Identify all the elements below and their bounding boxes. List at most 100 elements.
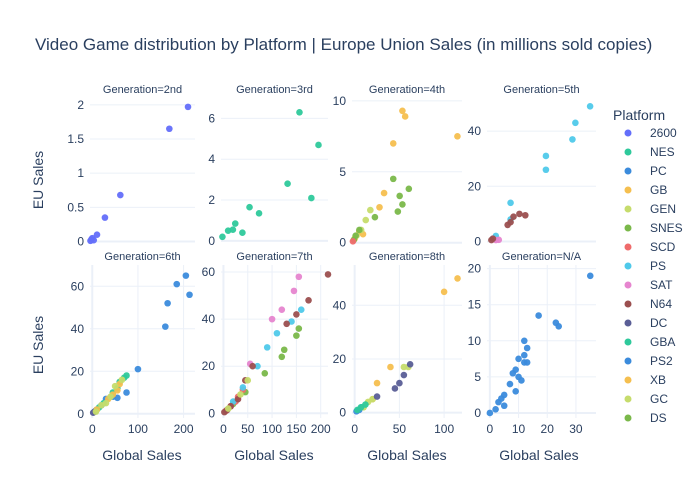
data-point xyxy=(186,291,193,299)
data-point xyxy=(500,391,508,399)
legend-item-gen[interactable]: GEN xyxy=(624,202,677,216)
legend-item-dc[interactable]: DC xyxy=(624,316,668,330)
data-point xyxy=(362,216,370,224)
legend-label: DS xyxy=(650,411,667,425)
legend-item-pc[interactable]: PC xyxy=(624,164,668,178)
y-tick-label: 0 xyxy=(208,406,215,420)
facet-generation-5th: Generation=5th 0 20 40 xyxy=(468,84,596,248)
legend-title: Platform xyxy=(613,107,665,123)
data-point xyxy=(569,136,576,143)
x-axis-titles: Global Sales Global Sales Global Sales G… xyxy=(102,447,578,463)
legend-label: GC xyxy=(650,392,668,406)
y-tick-label: 0 xyxy=(474,406,481,420)
legend-marker xyxy=(624,243,632,251)
legend-label: XB xyxy=(650,373,666,387)
data-point xyxy=(391,385,399,392)
data-point xyxy=(495,236,503,244)
series-snes xyxy=(350,175,413,244)
y-tick-label: 40 xyxy=(202,312,216,326)
data-point xyxy=(293,311,300,318)
data-point xyxy=(293,332,300,339)
y-tick-label: 0 xyxy=(474,234,481,248)
data-point xyxy=(254,362,261,370)
data-point xyxy=(305,297,312,304)
series-ps xyxy=(489,102,594,243)
data-point xyxy=(586,272,594,280)
legend-item-gb[interactable]: GB xyxy=(624,183,668,197)
legend-marker xyxy=(624,167,632,175)
legend-item-ds[interactable]: DS xyxy=(624,411,667,425)
data-point xyxy=(90,236,98,244)
legend-item-2600[interactable]: 2600 xyxy=(624,126,678,140)
legend-marker xyxy=(624,300,632,308)
data-point xyxy=(535,312,542,319)
facet-generation-n-a: Generation=N/A 0 5 10 15 20 0 10 20 30 xyxy=(468,251,596,436)
data-point xyxy=(162,323,169,330)
y-tick-label: 40 xyxy=(468,124,482,138)
legend-marker xyxy=(624,395,632,403)
data-point xyxy=(373,379,381,387)
data-point xyxy=(295,273,303,281)
x-tick-label: 50 xyxy=(393,422,407,436)
x-tick-label: 200 xyxy=(174,422,194,436)
data-point xyxy=(506,380,514,388)
data-point xyxy=(173,280,181,288)
data-point xyxy=(324,271,332,278)
x-axis-title-col1: Global Sales xyxy=(102,447,181,463)
data-point xyxy=(164,299,171,307)
chart-title: Video Game distribution by Platform | Eu… xyxy=(35,35,652,54)
data-point xyxy=(261,369,269,377)
data-point xyxy=(101,214,109,221)
legend-item-gba[interactable]: GBA xyxy=(624,335,676,349)
data-point xyxy=(284,180,291,188)
legend-label: PS2 xyxy=(650,354,673,368)
data-point xyxy=(507,218,514,226)
legend-label: GB xyxy=(650,183,667,197)
legend-marker xyxy=(624,376,632,384)
data-point xyxy=(297,306,305,314)
data-point xyxy=(516,210,523,218)
facet-generation-6th: Generation=6th 0 20 40 60 0 100 200 xyxy=(71,251,195,436)
data-point xyxy=(542,166,550,174)
legend-marker xyxy=(624,205,632,213)
series-2600 xyxy=(87,103,192,245)
data-point xyxy=(237,391,244,398)
data-point xyxy=(184,103,192,111)
data-point xyxy=(371,213,379,221)
data-point xyxy=(489,235,497,243)
facet-title-generation-8th: Generation=8th xyxy=(369,251,445,263)
y-tick-label: 0 xyxy=(339,406,346,420)
legend-item-snes[interactable]: SNES xyxy=(624,221,683,235)
legend-item-nes[interactable]: NES xyxy=(624,145,675,159)
facet-title-generation-2nd: Generation=2nd xyxy=(103,84,182,96)
data-point xyxy=(102,399,110,407)
legend-label: DC xyxy=(650,316,668,330)
legend-item-sat[interactable]: SAT xyxy=(624,278,674,292)
series-nes xyxy=(219,108,322,241)
y-tick-label: 20 xyxy=(468,262,482,276)
legend-marker xyxy=(624,338,632,346)
series-gba xyxy=(354,401,369,414)
legend-label: GEN xyxy=(650,202,676,216)
legend-item-scd[interactable]: SCD xyxy=(624,240,676,254)
y-tick-label: 60 xyxy=(202,265,216,279)
data-point xyxy=(515,355,522,363)
legend-item-ps[interactable]: PS xyxy=(624,259,667,273)
legend-marker xyxy=(624,129,632,137)
legend-item-gc[interactable]: GC xyxy=(624,392,669,406)
series-gc xyxy=(224,377,252,412)
y-tick-label: 0 xyxy=(339,236,346,250)
legend-item-ps2[interactable]: PS2 xyxy=(624,354,674,368)
data-point xyxy=(93,231,101,238)
data-point xyxy=(349,238,357,245)
facet-generation-7th: Generation=7th 0 20 40 60 0 50 100 150 200 xyxy=(202,251,332,436)
data-point xyxy=(308,194,315,202)
series-ps2 xyxy=(91,272,193,415)
y-tick-label: 0 xyxy=(77,407,84,421)
legend-item-xb[interactable]: XB xyxy=(624,373,667,387)
legend-marker xyxy=(624,357,632,365)
legend-item-n64[interactable]: N64 xyxy=(624,297,673,311)
legend-marker xyxy=(624,414,632,422)
y-tick-label: 20 xyxy=(468,179,482,193)
legend-label: N64 xyxy=(650,297,672,311)
